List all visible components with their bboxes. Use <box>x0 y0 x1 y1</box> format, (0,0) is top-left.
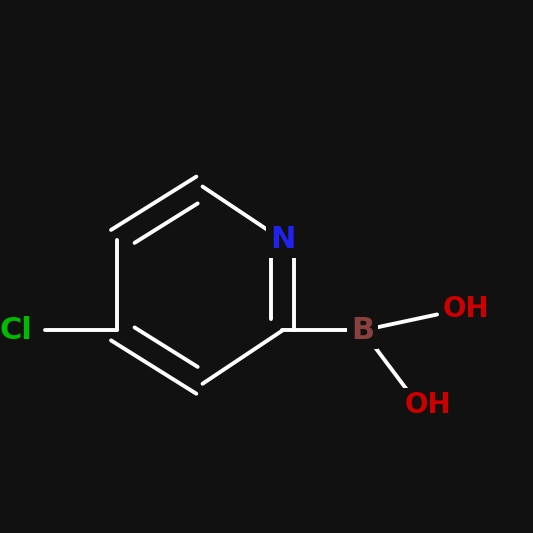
Text: OH: OH <box>442 295 489 323</box>
Text: B: B <box>351 316 374 345</box>
Text: Cl: Cl <box>0 316 32 345</box>
Text: OH: OH <box>405 391 451 419</box>
Text: N: N <box>270 225 295 254</box>
